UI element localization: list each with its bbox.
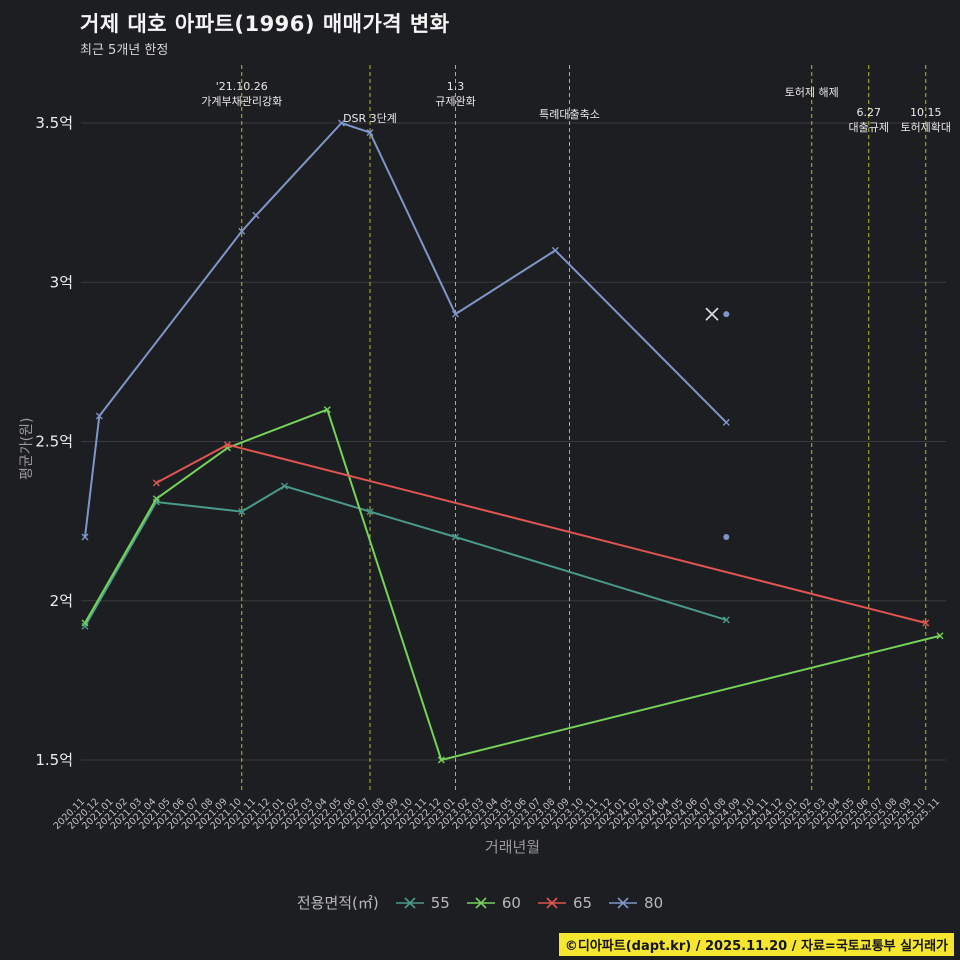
point-marker-65 <box>152 479 160 487</box>
event-label: 대출규제 <box>849 121 889 134</box>
series-line-65 <box>155 443 927 624</box>
legend-label: 60 <box>501 893 521 912</box>
point-marker-60 <box>152 495 160 503</box>
legend-items: 55 60 65 80 <box>395 894 663 912</box>
event-label: 1.3 <box>447 80 465 93</box>
isolated-x-marker <box>705 307 719 321</box>
legend-label: 65 <box>572 893 593 912</box>
point-marker-80 <box>452 310 459 318</box>
legend-label: 55 <box>430 893 450 912</box>
legend-item-80[interactable]: 80 <box>608 894 663 912</box>
legend-title: 전용면적(㎡) <box>296 894 379 912</box>
series-line-55 <box>84 485 727 627</box>
x-axis-title: 거래년월 <box>484 838 541 856</box>
event-label: 토허제 해제 <box>785 85 839 99</box>
isolated-point <box>723 311 730 318</box>
attribution-badge: ©디아파트(dapt.kr) / 2025.11.20 / 자료=국토교통부 실… <box>558 933 954 956</box>
legend-item-55[interactable]: 55 <box>395 894 450 912</box>
point-marker-80 <box>551 246 559 254</box>
legend-item-65[interactable]: 65 <box>537 894 592 912</box>
point-marker-55 <box>238 508 246 516</box>
legend-marker-icon <box>537 896 566 909</box>
y-tick-label: 3.5억 <box>35 114 73 132</box>
event-label: 특례대출축소 <box>539 108 600 121</box>
series-line-60 <box>84 408 941 761</box>
event-label: 6.27 <box>857 106 882 119</box>
legend-item-60[interactable]: 60 <box>466 894 521 912</box>
point-marker-55 <box>366 508 374 516</box>
event-label: 규제완화 <box>435 95 475 108</box>
series-line-80 <box>84 122 728 538</box>
y-tick-label: 2.5억 <box>35 433 73 451</box>
y-tick-label: 3억 <box>50 273 73 291</box>
point-marker-60 <box>323 406 331 414</box>
event-label: 가계부채관리강화 <box>201 95 282 108</box>
point-marker-60 <box>437 756 445 764</box>
point-marker-65 <box>224 441 231 449</box>
event-label: 10.15 <box>910 106 942 119</box>
point-marker-80 <box>338 119 345 127</box>
point-marker-80 <box>81 533 89 541</box>
point-marker-65 <box>922 619 930 627</box>
chart-canvas: 1.5억 2억 2.5억 3억 3.5억 '21.10.26 가계부채관리강화 DSR 3단계… <box>35 65 951 832</box>
page-title: 거제 대호 아파트(1996) 매매가격 변화 <box>80 12 450 36</box>
point-marker-60 <box>81 619 89 627</box>
point-marker-55 <box>452 533 459 541</box>
point-marker-80 <box>252 211 260 219</box>
event-label: '21.10.26 <box>216 80 268 93</box>
legend-marker-icon <box>466 896 495 909</box>
isolated-point <box>723 534 730 540</box>
event-label: DSR 3단계 <box>343 112 397 125</box>
point-marker-80 <box>722 418 730 426</box>
legend: 전용면적(㎡) 55 60 65 80 <box>0 892 960 913</box>
legend-marker-icon <box>609 896 638 909</box>
point-marker-60 <box>936 632 944 640</box>
point-marker-80 <box>95 412 103 420</box>
point-marker-55 <box>722 616 730 624</box>
event-label: 토허제확대 <box>900 121 951 134</box>
point-marker-80 <box>366 129 374 137</box>
page-subtitle: 최근 5개년 한정 <box>80 43 169 58</box>
legend-label: 80 <box>644 893 664 912</box>
y-tick-label: 1.5억 <box>35 751 73 769</box>
y-tick-label: 2억 <box>50 592 73 610</box>
legend-marker-icon <box>395 896 424 909</box>
point-marker-55 <box>281 482 288 490</box>
point-marker-80 <box>238 227 246 235</box>
